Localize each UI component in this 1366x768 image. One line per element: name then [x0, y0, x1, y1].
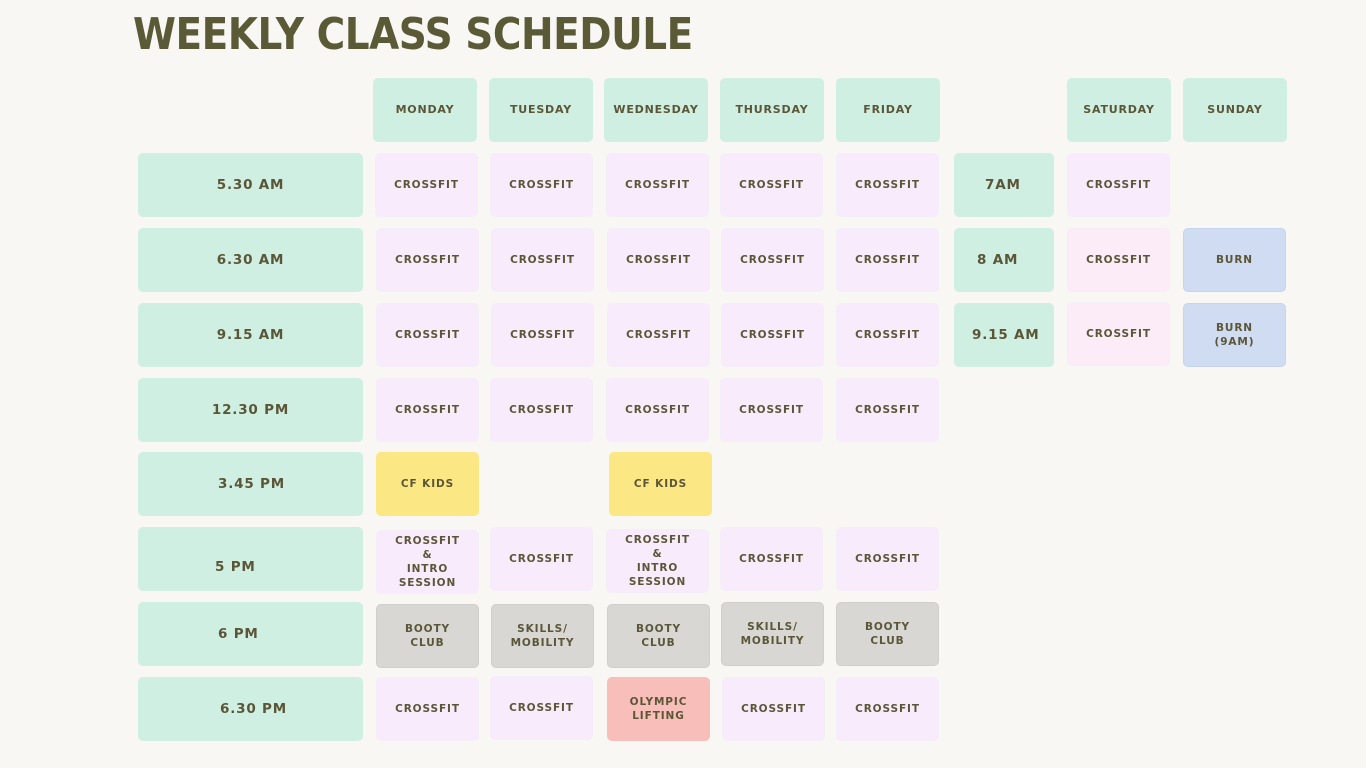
time-label-weekend: 8 AM: [954, 228, 1054, 292]
class-slot: CROSSFIT: [836, 677, 939, 741]
class-slot: CROSSFIT: [721, 228, 824, 292]
time-label-weekend: 9.15 AM: [954, 303, 1054, 367]
class-slot: CROSSFIT: [376, 677, 479, 741]
time-label-weekday: 6 PM: [138, 602, 363, 666]
class-slot: CROSSFIT: [836, 153, 939, 217]
class-slot: OLYMPIC LIFTING: [607, 677, 710, 741]
class-slot: CROSSFIT: [606, 153, 709, 217]
class-slot: CROSSFIT: [720, 527, 823, 591]
class-slot: CROSSFIT: [606, 378, 709, 442]
class-slot: CROSSFIT: [490, 378, 593, 442]
class-slot: CROSSFIT: [376, 228, 479, 292]
time-label-weekday: 6.30 AM: [138, 228, 363, 292]
time-label-weekday: 9.15 AM: [138, 303, 363, 367]
class-slot: CROSSFIT: [376, 303, 479, 367]
time-label-weekday: 5 PM: [138, 527, 363, 591]
class-slot: CROSSFIT: [375, 153, 478, 217]
class-slot: CROSSFIT: [836, 378, 939, 442]
class-slot-saturday: CROSSFIT: [1067, 228, 1170, 292]
class-slot: CF KIDS: [376, 452, 479, 516]
day-header-tuesday: TUESDAY: [489, 78, 593, 142]
day-header-saturday: SATURDAY: [1067, 78, 1171, 142]
class-slot: BOOTY CLUB: [607, 604, 710, 668]
class-slot: CROSSFIT: [836, 303, 939, 367]
class-slot: CROSSFIT & INTRO SESSION: [606, 529, 709, 593]
class-slot: SKILLS/ MOBILITY: [491, 604, 594, 668]
class-slot-saturday: CROSSFIT: [1067, 153, 1170, 217]
time-label-weekday: 3.45 PM: [138, 452, 363, 516]
class-slot: CROSSFIT: [490, 676, 593, 740]
class-slot-sunday: BURN (9AM): [1183, 303, 1286, 367]
class-slot: CROSSFIT: [491, 228, 594, 292]
class-slot: SKILLS/ MOBILITY: [721, 602, 824, 666]
class-slot: CROSSFIT & INTRO SESSION: [376, 530, 479, 594]
day-header-wednesday: WEDNESDAY: [604, 78, 708, 142]
time-label-weekday: 6.30 PM: [138, 677, 363, 741]
class-slot: BOOTY CLUB: [376, 604, 479, 668]
class-slot: CROSSFIT: [720, 153, 823, 217]
day-header-friday: FRIDAY: [836, 78, 940, 142]
class-slot-sunday: BURN: [1183, 228, 1286, 292]
time-label-weekend: 7AM: [954, 153, 1054, 217]
class-slot: CROSSFIT: [490, 153, 593, 217]
time-label-weekday: 5.30 AM: [138, 153, 363, 217]
class-slot-saturday: CROSSFIT: [1067, 302, 1170, 366]
class-slot: CROSSFIT: [722, 677, 825, 741]
day-header-thursday: THURSDAY: [720, 78, 824, 142]
day-header-monday: MONDAY: [373, 78, 477, 142]
class-slot: CROSSFIT: [721, 303, 824, 367]
class-slot: CF KIDS: [609, 452, 712, 516]
time-label-weekday: 12.30 PM: [138, 378, 363, 442]
class-slot: CROSSFIT: [376, 378, 479, 442]
class-slot: CROSSFIT: [607, 303, 710, 367]
class-slot: CROSSFIT: [490, 527, 593, 591]
class-slot: CROSSFIT: [491, 303, 594, 367]
class-slot: CROSSFIT: [720, 378, 823, 442]
class-slot: CROSSFIT: [607, 228, 710, 292]
page-title: WEEKLY CLASS SCHEDULE: [133, 9, 693, 61]
class-slot: BOOTY CLUB: [836, 602, 939, 666]
class-slot: CROSSFIT: [836, 228, 939, 292]
class-slot: CROSSFIT: [836, 527, 939, 591]
day-header-sunday: SUNDAY: [1183, 78, 1287, 142]
